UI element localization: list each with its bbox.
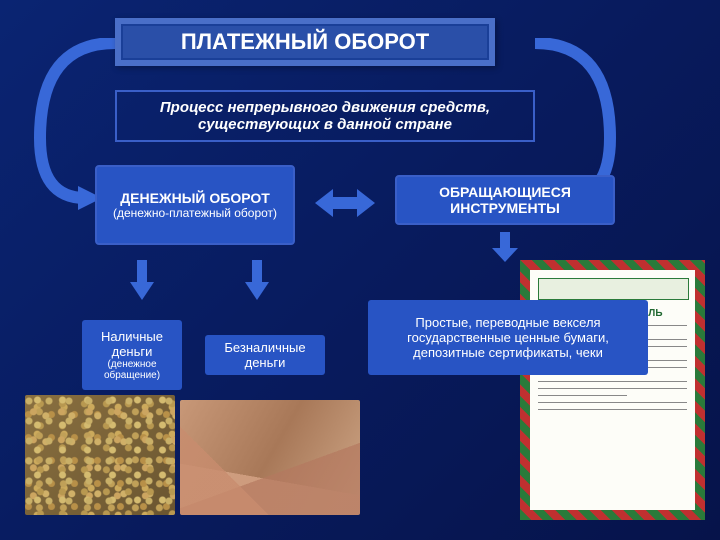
down-arrow-icon xyxy=(130,260,154,300)
bidirectional-arrow-icon xyxy=(315,185,375,221)
branch-money-turnover: ДЕНЕЖНЫЙ ОБОРОТ (денежно-платежный оборо… xyxy=(95,165,295,245)
leaf-noncash-text: Безналичные деньги xyxy=(209,340,321,370)
subtitle-text: Процесс непрерывного движения средств, с… xyxy=(121,99,529,133)
coins-image xyxy=(25,395,175,515)
branch-instruments: ОБРАЩАЮЩИЕСЯ ИНСТРУМЕНТЫ xyxy=(395,175,615,225)
leaf-cash: Наличные деньги (денежное обращение) xyxy=(82,320,182,390)
leaf-noncash: Безналичные деньги xyxy=(205,335,325,375)
down-arrow-icon xyxy=(490,232,520,262)
banknotes-image xyxy=(180,400,360,515)
leaf-instruments-text: Простые, переводные векселя государствен… xyxy=(372,315,644,360)
down-arrow-icon xyxy=(245,260,269,300)
main-title-text: ПЛАТЕЖНЫЙ ОБОРОТ xyxy=(181,29,429,55)
certificate-image: ПРОСТОЙ ВЕКСЕЛЬ xyxy=(520,260,705,520)
leaf-cash-sub: (денежное обращение) xyxy=(86,359,178,381)
main-title-box: ПЛАТЕЖНЫЙ ОБОРОТ xyxy=(115,18,495,66)
leaf-cash-title: Наличные деньги xyxy=(86,329,178,359)
branch-right-title: ОБРАЩАЮЩИЕСЯ ИНСТРУМЕНТЫ xyxy=(397,184,613,216)
branch-left-title: ДЕНЕЖНЫЙ ОБОРОТ xyxy=(120,190,270,206)
leaf-instruments: Простые, переводные векселя государствен… xyxy=(368,300,648,375)
branch-left-sub: (денежно-платежный оборот) xyxy=(113,206,277,220)
subtitle-box: Процесс непрерывного движения средств, с… xyxy=(115,90,535,142)
